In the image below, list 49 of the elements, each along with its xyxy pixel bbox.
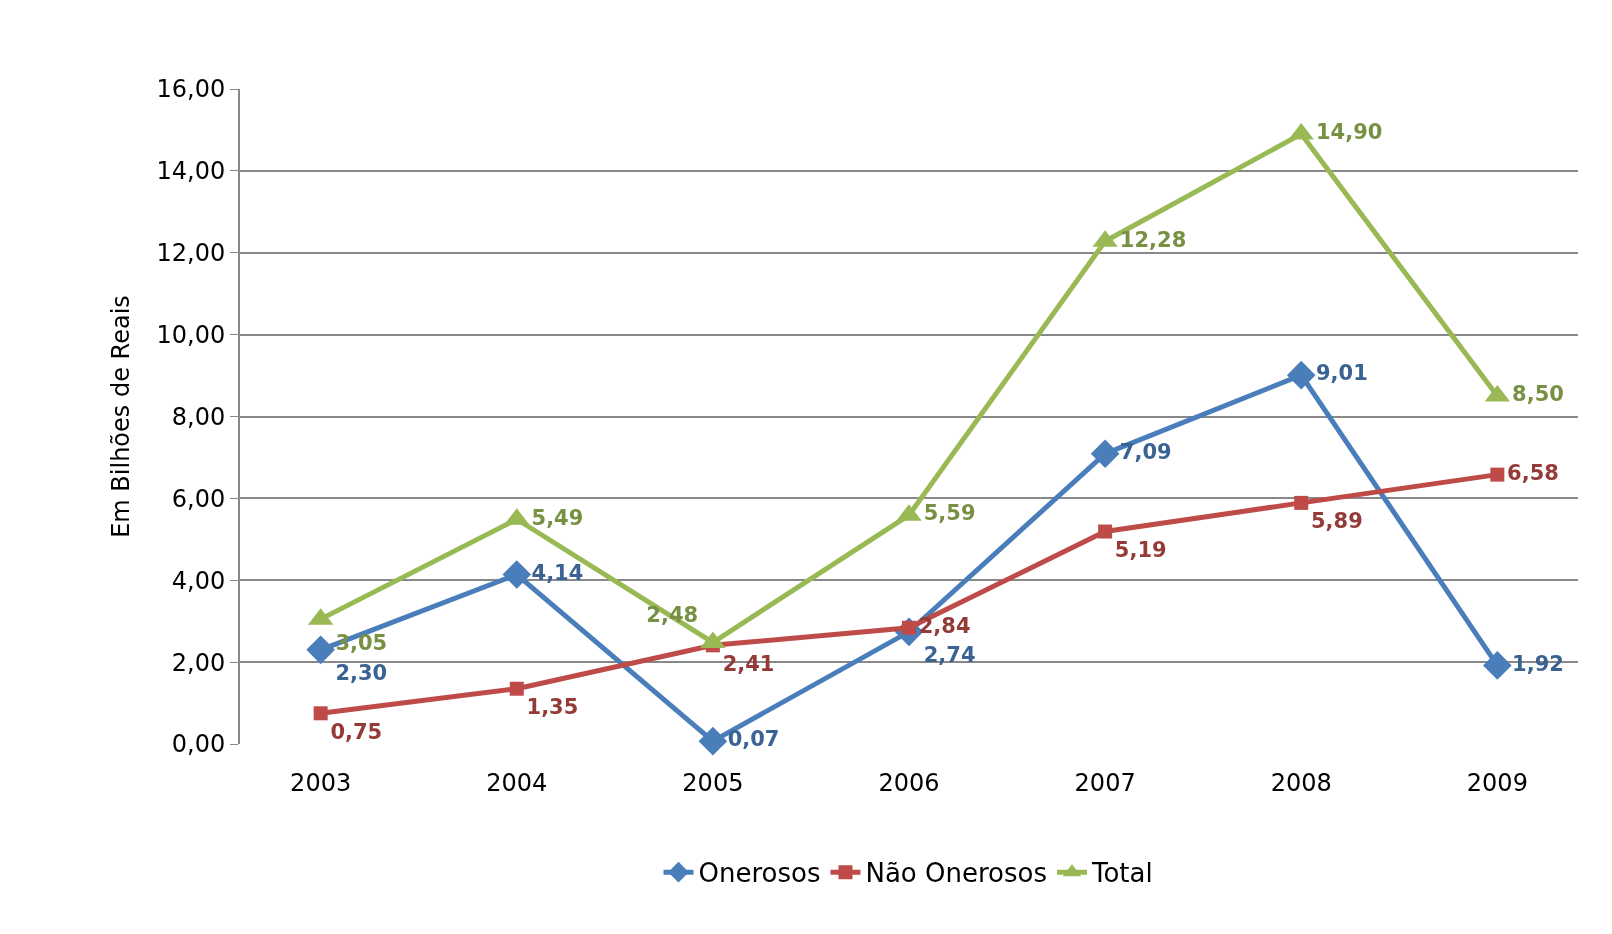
- data-label: 4,14: [531, 560, 584, 585]
- data-label: 14,90: [1315, 120, 1383, 145]
- y-tick-label: 2,00: [171, 648, 226, 677]
- x-tick-label: 2003: [290, 769, 352, 797]
- legend-label: Onerosos: [698, 858, 821, 889]
- y-tick-label: 0,00: [171, 730, 226, 759]
- x-tick-label: 2007: [1074, 769, 1136, 797]
- y-tick-label: 6,00: [171, 484, 226, 513]
- data-label: 5,19: [1114, 538, 1167, 563]
- y-tick-label: 16,00: [156, 75, 226, 104]
- point: [1490, 467, 1505, 482]
- x-tick-label: 2006: [878, 769, 940, 797]
- data-label: 9,01: [1315, 361, 1368, 386]
- point: [509, 681, 524, 696]
- data-label: 5,89: [1310, 509, 1363, 534]
- point: [1286, 360, 1316, 390]
- data-label: 0,07: [727, 727, 780, 752]
- y-tick-label: 4,00: [171, 566, 226, 595]
- data-label: 1,35: [526, 695, 579, 720]
- legend-label: Não Onerosos: [865, 858, 1047, 889]
- x-tick-label: 2004: [486, 769, 548, 797]
- data-label: 2,84: [918, 613, 971, 638]
- y-axis-title: Em Bilhões de Reais: [107, 295, 136, 538]
- point: [1483, 651, 1512, 680]
- data-label: 5,59: [923, 501, 976, 526]
- data-label: 2,30: [335, 661, 388, 686]
- point: [1098, 524, 1113, 539]
- point: [1090, 439, 1120, 469]
- legend-label: Total: [1091, 858, 1153, 889]
- y-tick-label: 14,00: [156, 157, 226, 186]
- y-tick-label: 8,00: [171, 402, 226, 431]
- point: [313, 706, 328, 721]
- x-tick-label: 2009: [1466, 769, 1528, 797]
- point: [1294, 495, 1309, 510]
- data-label: 7,09: [1119, 440, 1172, 464]
- point: [502, 560, 532, 589]
- data-label: 8,50: [1512, 382, 1564, 407]
- x-tick-label: 2005: [682, 769, 744, 797]
- point: [306, 635, 335, 665]
- y-tick-label: 12,00: [156, 239, 226, 268]
- data-label: 0,75: [330, 719, 383, 744]
- y-tick-label: 10,00: [156, 321, 226, 350]
- data-label: 12,28: [1119, 227, 1187, 252]
- data-label: 5,49: [531, 505, 584, 530]
- point: [698, 726, 728, 756]
- data-label: 2,74: [923, 643, 976, 668]
- data-label: 3,05: [335, 630, 388, 655]
- data-label: 6,58: [1507, 460, 1559, 485]
- x-tick-label: 2008: [1270, 769, 1332, 797]
